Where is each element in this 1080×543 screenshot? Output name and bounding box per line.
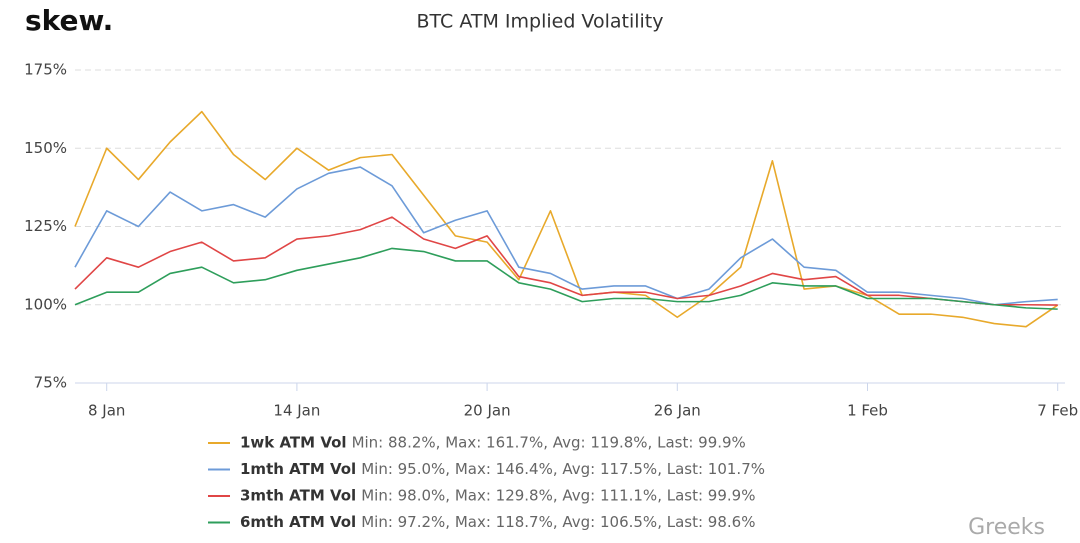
x-tick-label: 8 Jan — [88, 402, 125, 420]
y-tick-label: 175% — [24, 61, 67, 79]
legend-name: 3mth ATM Vol — [240, 487, 356, 505]
legend-stats: Min: 88.2%, Max: 161.7%, Avg: 119.8%, La… — [352, 434, 746, 452]
legend-name: 6mth ATM Vol — [240, 513, 356, 531]
x-tick-label: 20 Jan — [464, 402, 511, 420]
x-tick-label: 26 Jan — [654, 402, 701, 420]
legend-stats: Min: 98.0%, Max: 129.8%, Avg: 111.1%, La… — [361, 487, 755, 505]
series-line — [74, 247, 1058, 310]
x-tick-label: 1 Feb — [847, 402, 888, 420]
y-tick-label: 150% — [24, 139, 67, 157]
legend-stats: Min: 97.2%, Max: 118.7%, Avg: 106.5%, La… — [361, 513, 755, 531]
legend-name: 1mth ATM Vol — [240, 460, 356, 478]
chart-title: BTC ATM Implied Volatility — [417, 11, 664, 33]
series-line — [74, 216, 1058, 306]
legend-stats: Min: 95.0%, Max: 146.4%, Avg: 117.5%, La… — [361, 460, 765, 478]
x-tick-label: 14 Jan — [273, 402, 320, 420]
watermark: Greeks — [968, 515, 1045, 540]
y-tick-label: 100% — [24, 295, 67, 313]
series-line — [74, 110, 1059, 328]
y-tick-label: 125% — [24, 217, 67, 235]
x-tick-label: 7 Feb — [1037, 402, 1078, 420]
legend-name: 1wk ATM Vol — [240, 434, 347, 452]
brand: skew. — [25, 4, 113, 37]
y-tick-label: 75% — [34, 374, 67, 392]
series-line — [74, 166, 1058, 306]
